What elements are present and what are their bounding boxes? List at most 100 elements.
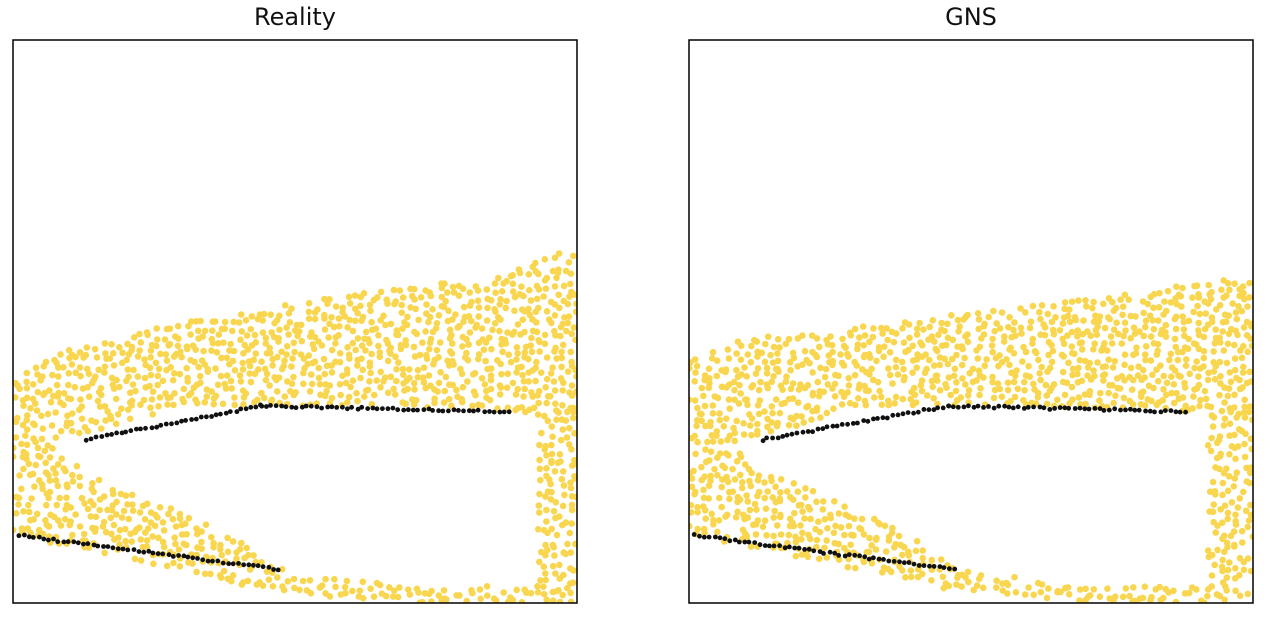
fluid-particle xyxy=(1237,495,1244,502)
fluid-particle xyxy=(355,335,362,342)
fluid-particle xyxy=(102,417,109,424)
fluid-particle xyxy=(396,584,403,591)
fluid-particle xyxy=(528,335,535,342)
fluid-particle xyxy=(504,384,511,391)
fluid-particle xyxy=(736,382,743,389)
fluid-particle xyxy=(1217,433,1224,440)
fluid-particle xyxy=(1155,378,1162,385)
fluid-particle xyxy=(737,450,744,457)
fluid-particle xyxy=(1164,380,1171,387)
fluid-particle xyxy=(142,516,149,523)
fluid-particle xyxy=(475,297,482,304)
fluid-particle xyxy=(552,468,559,475)
fluid-particle xyxy=(418,294,425,301)
fluid-particle xyxy=(308,371,315,378)
fluid-particle xyxy=(230,358,237,365)
fluid-particle xyxy=(1195,291,1202,298)
fluid-particle xyxy=(1221,533,1228,540)
fluid-particle xyxy=(35,445,42,452)
fluid-particle xyxy=(20,466,27,473)
wall-particle xyxy=(1128,407,1133,412)
wall-particle xyxy=(892,559,897,564)
fluid-particle xyxy=(357,587,364,594)
fluid-particle xyxy=(237,546,244,553)
fluid-particle xyxy=(1119,373,1126,380)
fluid-particle xyxy=(714,472,721,479)
fluid-particle xyxy=(737,496,744,503)
fluid-particle xyxy=(147,404,154,411)
fluid-particle xyxy=(43,359,50,366)
fluid-particle xyxy=(1219,492,1226,499)
fluid-particle xyxy=(1142,324,1149,331)
fluid-particle xyxy=(472,370,479,377)
fluid-particle xyxy=(274,574,281,581)
fluid-particle xyxy=(807,516,814,523)
fluid-particle xyxy=(385,390,392,397)
wall-particle xyxy=(62,540,67,545)
fluid-particle xyxy=(1011,350,1018,357)
fluid-particle xyxy=(856,334,863,341)
fluid-particle xyxy=(434,347,441,354)
fluid-particle xyxy=(738,343,745,350)
fluid-particle xyxy=(559,355,566,362)
fluid-particle xyxy=(395,359,402,366)
fluid-particle xyxy=(852,372,859,379)
fluid-particle xyxy=(800,419,807,426)
fluid-particle xyxy=(261,311,268,318)
fluid-particle xyxy=(1074,371,1081,378)
fluid-particle xyxy=(1232,367,1239,374)
fluid-particle xyxy=(723,366,730,373)
fluid-particle xyxy=(552,345,559,352)
fluid-particle xyxy=(761,408,768,415)
fluid-particle xyxy=(415,317,422,324)
fluid-particle xyxy=(210,540,217,547)
fluid-particle xyxy=(548,442,555,449)
fluid-particle xyxy=(718,504,725,511)
fluid-particle xyxy=(965,579,972,586)
fluid-particle xyxy=(199,357,206,364)
fluid-particle xyxy=(1162,586,1169,593)
wall-particle xyxy=(289,405,294,410)
wall-particle xyxy=(767,544,772,549)
fluid-particle xyxy=(442,595,449,602)
fluid-particle xyxy=(1232,475,1239,482)
fluid-particle xyxy=(130,367,137,374)
fluid-particle xyxy=(177,511,184,518)
fluid-particle xyxy=(887,372,894,379)
fluid-particle xyxy=(710,410,717,417)
fluid-particle xyxy=(810,390,817,397)
wall-particle xyxy=(106,544,111,549)
fluid-particle xyxy=(1062,392,1069,399)
fluid-particle xyxy=(494,357,501,364)
fluid-particle xyxy=(944,321,951,328)
fluid-particle xyxy=(176,546,183,553)
fluid-particle xyxy=(970,366,977,373)
fluid-particle xyxy=(1166,357,1173,364)
fluid-particle xyxy=(1154,348,1161,355)
wall-particle xyxy=(176,553,181,558)
fluid-particle xyxy=(718,484,725,491)
fluid-particle xyxy=(136,347,143,354)
fluid-particle xyxy=(428,598,435,605)
fluid-particle xyxy=(919,555,926,562)
fluid-particle xyxy=(1232,511,1239,518)
fluid-particle xyxy=(1240,343,1247,350)
fluid-particle xyxy=(521,329,528,336)
fluid-particle xyxy=(45,472,52,479)
fluid-particle xyxy=(33,462,40,469)
fluid-particle xyxy=(901,374,908,381)
fluid-particle xyxy=(798,502,805,509)
fluid-particle xyxy=(515,321,522,328)
fluid-particle xyxy=(789,519,796,526)
fluid-particle xyxy=(745,498,752,505)
fluid-particle xyxy=(489,327,496,334)
fluid-particle xyxy=(55,373,62,380)
fluid-particle xyxy=(726,355,733,362)
fluid-particle xyxy=(1168,373,1175,380)
fluid-particle xyxy=(479,325,486,332)
wall-particle xyxy=(1093,406,1098,411)
fluid-particle xyxy=(862,332,869,339)
fluid-particle xyxy=(96,507,103,514)
wall-particle xyxy=(214,412,219,417)
